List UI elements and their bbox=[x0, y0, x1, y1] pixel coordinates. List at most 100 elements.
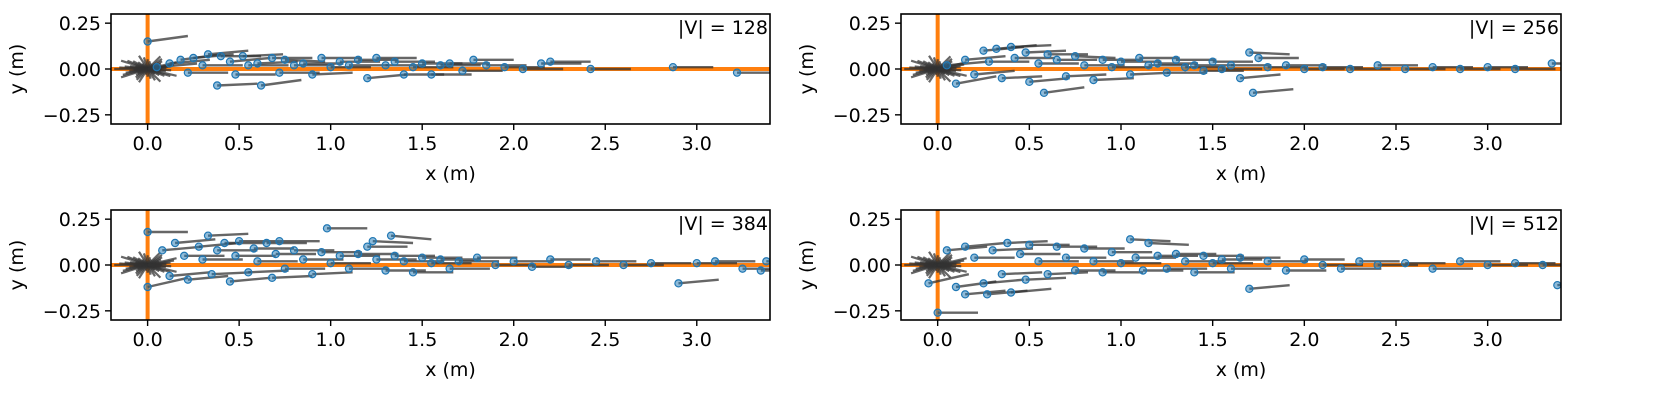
data-point bbox=[317, 247, 326, 257]
data-point bbox=[1061, 72, 1071, 81]
data-point bbox=[982, 290, 992, 299]
data-point bbox=[1248, 88, 1258, 98]
y-axis-label: y (m) bbox=[796, 240, 818, 291]
data-point bbox=[1180, 62, 1190, 72]
data-point bbox=[225, 277, 235, 286]
heading-segment bbox=[147, 276, 189, 289]
x-tick-label: 2.0 bbox=[499, 133, 529, 155]
y-axis-label: y (m) bbox=[6, 240, 28, 291]
heading-segment bbox=[1093, 76, 1134, 82]
heading-segment bbox=[965, 241, 1006, 248]
subplot-4: 0.0 0.5 1.0 1.5 2.0 2.5 3.0 0.25 0.00 −0.25 x (m) y… bbox=[796, 209, 1562, 381]
x-tick-label: 0.5 bbox=[1014, 133, 1044, 155]
data-point bbox=[509, 257, 518, 266]
heading-segment bbox=[169, 58, 210, 65]
data-point bbox=[1080, 61, 1089, 70]
heading-segment bbox=[193, 53, 234, 60]
data-point bbox=[299, 255, 308, 264]
heading-segment bbox=[1065, 73, 1107, 78]
data-point bbox=[1235, 73, 1245, 83]
heading-segment bbox=[1148, 241, 1189, 247]
x-tick-label: 1.5 bbox=[407, 329, 437, 351]
heading-segment bbox=[169, 271, 210, 278]
heading-segment bbox=[207, 232, 249, 237]
data-point bbox=[1254, 53, 1263, 63]
data-point bbox=[942, 246, 952, 255]
data-point bbox=[183, 68, 193, 77]
data-point bbox=[299, 59, 308, 68]
data-point bbox=[646, 258, 656, 268]
heading-segment bbox=[1010, 43, 1052, 49]
data-point bbox=[427, 70, 436, 79]
x-tick-label: 2.5 bbox=[1381, 329, 1411, 351]
data-point bbox=[500, 62, 509, 72]
x-tick-label: 2.5 bbox=[1381, 133, 1411, 155]
data-point bbox=[267, 273, 277, 283]
data-point bbox=[1510, 258, 1520, 268]
data-point bbox=[997, 269, 1007, 279]
data-point bbox=[212, 81, 222, 90]
heading-segment bbox=[1557, 283, 1561, 287]
data-point bbox=[1538, 260, 1547, 270]
data-point bbox=[668, 62, 678, 72]
data-point bbox=[1345, 64, 1355, 74]
annotation-label: |V| = 256 bbox=[1469, 17, 1559, 39]
heading-segment bbox=[1047, 271, 1089, 276]
data-point bbox=[386, 231, 396, 240]
heading-segment bbox=[156, 62, 198, 69]
heading-segment bbox=[955, 75, 997, 85]
heading-segment bbox=[992, 247, 1034, 252]
data-point bbox=[951, 282, 961, 292]
annotation-label: |V| = 128 bbox=[678, 17, 768, 39]
data-point bbox=[1116, 57, 1126, 66]
x-tick-label: 0.0 bbox=[923, 133, 953, 155]
x-axis-label: x (m) bbox=[425, 359, 476, 381]
data-point bbox=[244, 268, 253, 277]
x-tick-label: 2.0 bbox=[1289, 133, 1319, 155]
data-point bbox=[1003, 238, 1012, 248]
data-point bbox=[960, 290, 970, 299]
data-point bbox=[308, 70, 317, 79]
x-tick-label: 1.0 bbox=[1106, 329, 1136, 351]
data-point bbox=[988, 246, 997, 255]
heading-segment bbox=[965, 54, 1006, 62]
data-point bbox=[1190, 61, 1199, 70]
data-point bbox=[289, 61, 299, 70]
data-point bbox=[546, 57, 555, 66]
data-point bbox=[1006, 288, 1016, 297]
data-point bbox=[1217, 255, 1227, 264]
data-point bbox=[591, 257, 601, 266]
data-point bbox=[417, 59, 427, 68]
data-point bbox=[322, 224, 332, 233]
data-point bbox=[353, 55, 363, 65]
data-point bbox=[933, 308, 942, 317]
y-tick-label: 0.00 bbox=[849, 255, 891, 277]
data-point bbox=[586, 64, 595, 74]
data-point bbox=[1089, 75, 1098, 85]
data-point bbox=[674, 279, 683, 288]
data-point bbox=[970, 253, 979, 262]
heading-segment bbox=[983, 278, 1024, 285]
x-tick-label: 3.0 bbox=[682, 133, 712, 155]
y-axis-label: y (m) bbox=[796, 44, 818, 95]
data-point bbox=[143, 282, 152, 292]
data-point bbox=[436, 61, 445, 70]
data-point bbox=[1098, 268, 1107, 277]
data-point bbox=[1025, 240, 1034, 250]
data-point bbox=[1171, 55, 1181, 65]
plot-area bbox=[901, 14, 1561, 124]
data-point bbox=[1107, 62, 1117, 72]
x-tick-label: 1.0 bbox=[316, 133, 346, 155]
x-tick-label: 2.0 bbox=[1289, 329, 1319, 351]
data-point bbox=[1226, 264, 1236, 273]
data-point bbox=[1455, 64, 1465, 74]
data-point bbox=[1089, 257, 1098, 266]
data-point bbox=[271, 249, 280, 259]
data-point bbox=[262, 238, 271, 248]
x-tick-label: 0.5 bbox=[224, 329, 254, 351]
data-point bbox=[344, 264, 354, 273]
data-point bbox=[231, 251, 240, 261]
heading-segment bbox=[147, 34, 189, 43]
x-tick-label: 3.0 bbox=[1473, 133, 1503, 155]
data-point bbox=[527, 262, 537, 272]
